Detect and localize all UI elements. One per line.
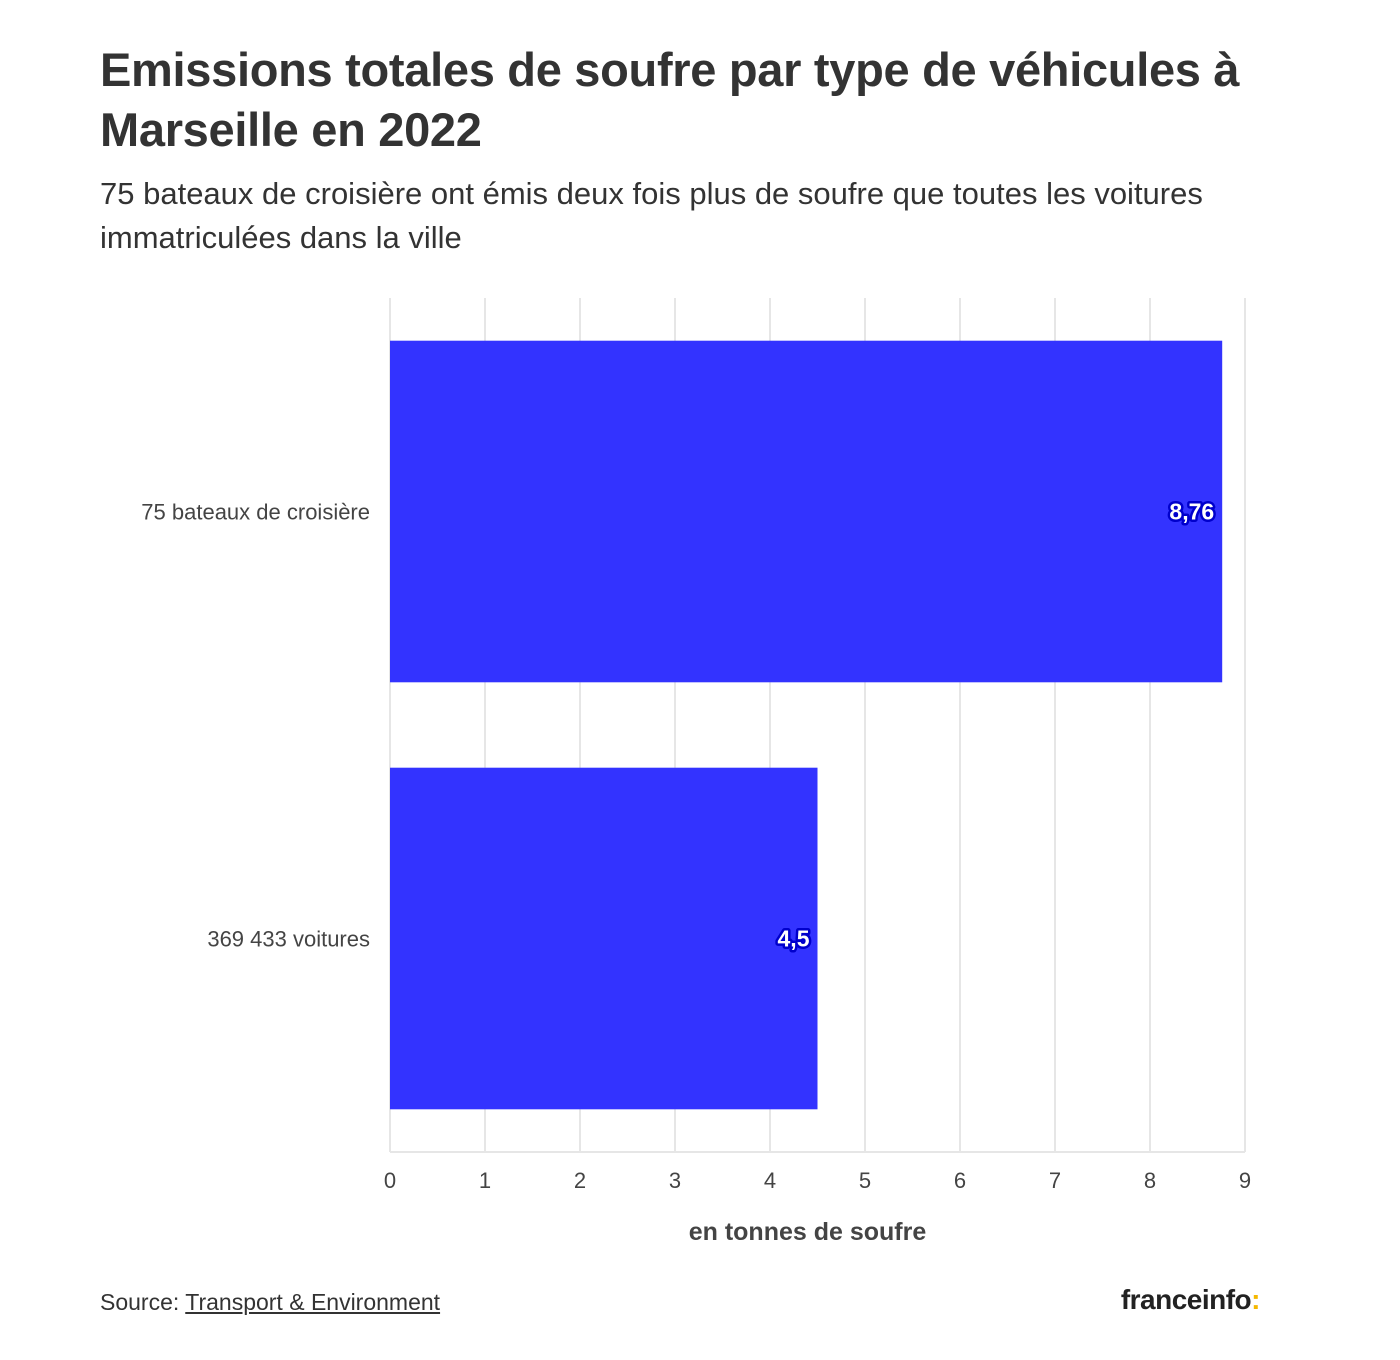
x-tick-label: 0	[384, 1168, 396, 1193]
x-tick-label: 2	[574, 1168, 586, 1193]
brand-name: franceinfo	[1120, 1284, 1252, 1315]
chart-subtitle: 75 bateaux de croisière ont émis deux fo…	[100, 176, 1203, 255]
chart-title: Emissions totales de soufre par type de …	[100, 43, 1240, 156]
value-label: 4,5	[778, 926, 810, 952]
value-label: 8,76	[1169, 499, 1214, 525]
bar-1	[390, 767, 818, 1110]
x-tick-label: 9	[1239, 1168, 1251, 1193]
source-credit: Source: Transport & Environment	[100, 1289, 440, 1316]
franceinfo-logo[interactable]: franceinfo:	[1120, 1284, 1261, 1316]
x-tick-label: 4	[764, 1168, 776, 1193]
x-tick-label: 6	[954, 1168, 966, 1193]
x-tick-label: 3	[669, 1168, 681, 1193]
x-tick-label: 8	[1144, 1168, 1156, 1193]
x-tick-label: 7	[1049, 1168, 1061, 1193]
category-label: 369 433 voitures	[207, 927, 370, 952]
brand-colon: :	[1251, 1284, 1260, 1315]
bar-0	[390, 340, 1223, 683]
bar-chart: 0 1 2 3 4 5 6 7 8 9 en tonnes de soufre 75 bateaux …	[141, 298, 1251, 1246]
source-prefix: Source:	[100, 1289, 186, 1315]
source-link[interactable]: Transport & Environment	[185, 1289, 441, 1315]
labels: 0 1 2 3 4 5 6 7 8 9 en tonnes de soufre 75 bateaux …	[141, 496, 1251, 1246]
category-label: 75 bateaux de croisière	[141, 500, 370, 525]
x-axis-title: en tonnes de soufre	[689, 1218, 927, 1246]
bars	[390, 340, 1223, 1110]
x-tick-label: 5	[859, 1168, 871, 1193]
x-tick-label: 1	[479, 1168, 491, 1193]
